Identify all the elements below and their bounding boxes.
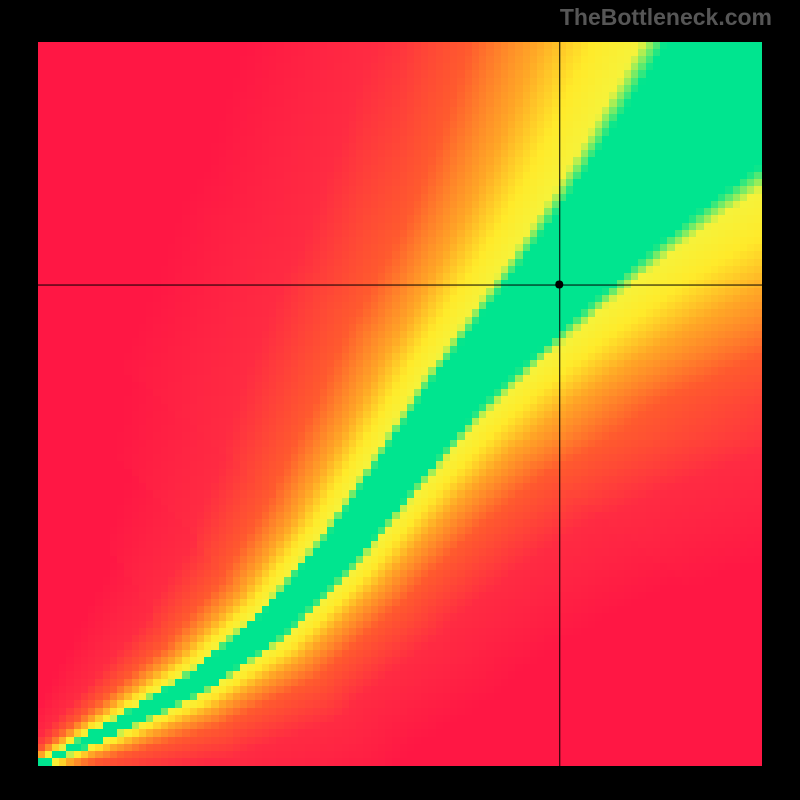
chart-container: TheBottleneck.com — [0, 0, 800, 800]
bottleneck-heatmap — [0, 0, 800, 800]
watermark-text: TheBottleneck.com — [560, 4, 772, 31]
